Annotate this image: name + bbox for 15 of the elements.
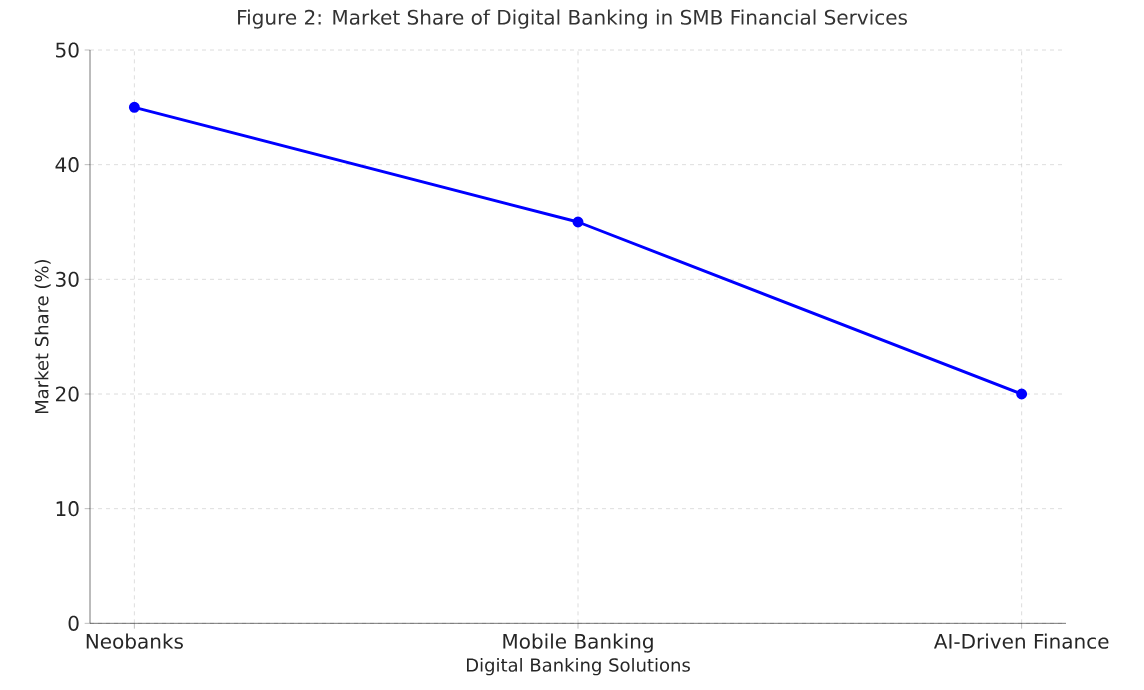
point <box>128 101 140 113</box>
x-tick-label: AI-Driven Finance <box>933 633 1109 649</box>
y-tick-label: 0 <box>68 615 79 631</box>
chart-title: Figure 2: Market Share of Digital Banking in SMB Financial Services <box>238 9 907 29</box>
x-axis-title: Digital Banking Solutions <box>467 657 690 676</box>
y-tick-label: 40 <box>55 157 79 173</box>
y-tick-label: 50 <box>56 42 79 58</box>
y-tick-label: 30 <box>56 271 79 287</box>
y-tick-label: 10 <box>56 501 79 517</box>
point <box>572 216 584 228</box>
x-tick-label: Mobile Banking <box>503 633 653 653</box>
x-tick-label: Neobanks <box>86 633 183 649</box>
y-tick-label: 20 <box>55 386 79 402</box>
y-axis-title: Market Share (%) <box>34 260 51 414</box>
point <box>1016 388 1028 400</box>
